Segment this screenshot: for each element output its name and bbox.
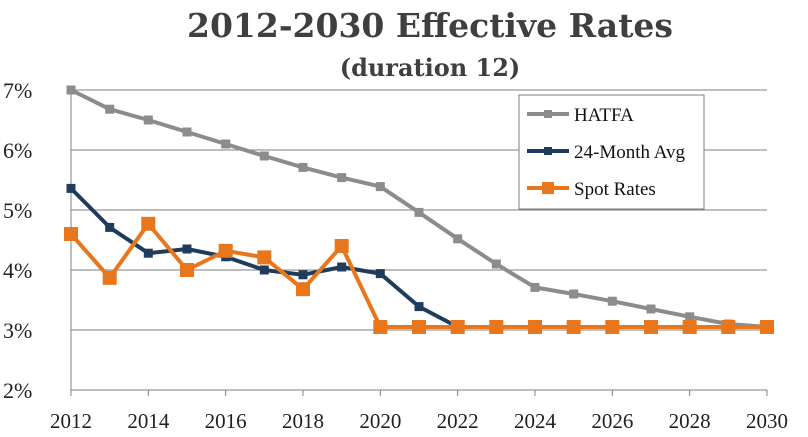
- x-tick-label: 2022: [437, 409, 479, 433]
- y-tick-label: 5%: [3, 198, 32, 223]
- data-point: [412, 320, 426, 334]
- chart-subtitle: (duration 12): [340, 53, 521, 82]
- data-point: [141, 216, 156, 231]
- series-hatfa: [66, 85, 772, 332]
- data-point: [569, 289, 579, 299]
- data-point: [450, 320, 465, 334]
- x-tick-label: 2028: [669, 409, 711, 433]
- y-tick-label: 3%: [3, 318, 32, 343]
- data-point: [298, 162, 308, 172]
- data-point: [375, 269, 385, 279]
- data-point: [105, 222, 115, 232]
- x-tick-label: 2012: [50, 409, 92, 433]
- data-point: [182, 244, 192, 254]
- data-point: [528, 320, 542, 334]
- data-point: [334, 239, 349, 253]
- data-point: [102, 270, 117, 285]
- x-tick-label: 2024: [514, 409, 557, 433]
- data-point: [221, 139, 231, 149]
- y-tick-labels: 2% 3% 4% 5% 6% 7%: [3, 78, 32, 403]
- y-tick-label: 7%: [3, 78, 32, 103]
- y-tick-label: 4%: [3, 258, 32, 283]
- data-point: [491, 259, 501, 269]
- data-point: [259, 265, 269, 275]
- data-point: [607, 296, 617, 306]
- x-tick-labels: 2012 2014 2016 2018 2020 2022 2024 2026 2028 2030: [50, 409, 788, 433]
- x-tick-label: 2014: [127, 409, 170, 433]
- data-point: [685, 312, 695, 322]
- data-point: [760, 320, 774, 334]
- data-point: [414, 207, 424, 217]
- legend-marker: [544, 147, 552, 155]
- data-point: [296, 282, 310, 297]
- data-point: [682, 320, 697, 334]
- series-layer: [64, 85, 774, 334]
- data-point: [373, 320, 388, 334]
- chart-title: 2012-2030 Effective Rates: [187, 6, 673, 45]
- data-point: [453, 234, 463, 244]
- data-point: [218, 243, 233, 258]
- data-point: [180, 263, 194, 277]
- legend-marker: [542, 182, 554, 194]
- data-point: [414, 302, 424, 312]
- data-point: [143, 248, 153, 258]
- legend: HATFA 24-Month Avg Spot Rates: [518, 94, 705, 210]
- data-point: [721, 320, 736, 334]
- x-tick-label: 2026: [591, 409, 633, 433]
- y-tick-label: 6%: [3, 138, 32, 163]
- data-point: [566, 320, 581, 334]
- data-point: [143, 115, 153, 125]
- data-point: [257, 250, 272, 265]
- data-point: [66, 183, 76, 193]
- data-point: [182, 127, 192, 137]
- data-point: [489, 320, 504, 334]
- data-point: [105, 104, 115, 114]
- data-point: [375, 182, 385, 192]
- y-tick-label: 2%: [3, 378, 32, 403]
- data-point: [259, 151, 269, 161]
- series-spot-rates: [64, 216, 774, 334]
- data-point: [337, 262, 347, 272]
- x-tick-label: 2030: [746, 409, 788, 433]
- data-point: [337, 173, 347, 183]
- legend-label: HATFA: [574, 105, 634, 126]
- data-point: [64, 227, 78, 241]
- data-point: [66, 85, 76, 95]
- x-tick-label: 2020: [359, 409, 401, 433]
- data-point: [605, 320, 620, 334]
- data-point: [298, 270, 308, 280]
- x-tick-label: 2018: [282, 409, 324, 433]
- legend-marker: [544, 110, 552, 118]
- legend-label: Spot Rates: [574, 179, 656, 200]
- legend-label: 24-Month Avg: [574, 142, 686, 163]
- data-point: [646, 304, 656, 314]
- data-point: [530, 282, 540, 292]
- data-point: [644, 320, 658, 334]
- x-tick-label: 2016: [205, 409, 247, 433]
